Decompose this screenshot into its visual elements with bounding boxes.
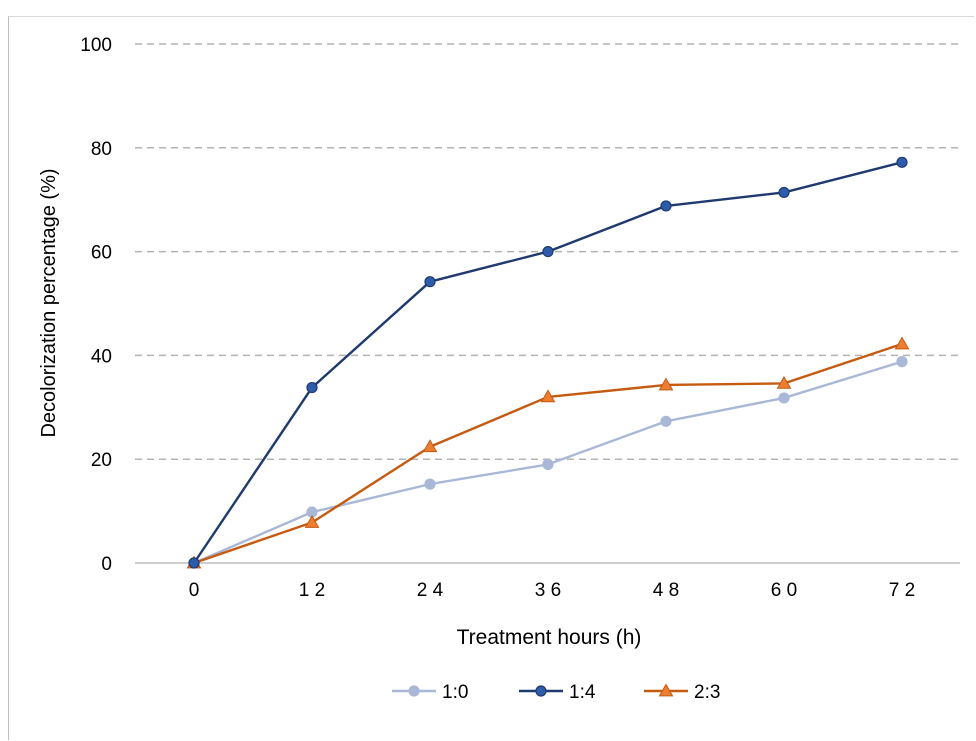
y-tick-label: 0 <box>101 554 112 575</box>
legend: 1:0 1:4 2:3 <box>392 682 720 703</box>
data-point <box>660 415 672 427</box>
data-point <box>188 557 200 569</box>
data-point <box>540 389 556 403</box>
data-point <box>304 515 320 528</box>
y-tick-label: 60 <box>91 243 112 264</box>
data-point <box>424 478 436 490</box>
series-1-4 <box>188 156 908 569</box>
x-tick-label: 7 2 <box>889 580 915 601</box>
data-point <box>542 246 554 258</box>
series-1-0 <box>188 356 908 569</box>
x-tick-label: 1 2 <box>299 580 325 601</box>
data-point <box>660 200 672 212</box>
data-point <box>422 439 438 453</box>
data-point <box>424 276 436 288</box>
series-line <box>193 161 903 564</box>
legend-item: 1:4 <box>519 682 596 703</box>
y-axis: 0 20 40 60 80 100 <box>80 35 112 575</box>
series-line <box>193 342 903 565</box>
data-point <box>658 377 674 391</box>
legend-marker <box>658 683 674 697</box>
data-point <box>896 156 908 168</box>
data-point <box>776 375 792 389</box>
x-tick-label: 0 <box>189 580 200 601</box>
x-tick-label: 6 0 <box>771 580 797 601</box>
legend-item: 2:3 <box>644 682 720 703</box>
legend-marker <box>535 685 547 697</box>
data-point <box>896 356 908 368</box>
y-axis-title: Decolorization percentage (%) <box>38 168 60 437</box>
legend-marker <box>408 685 420 697</box>
series-2-3 <box>186 336 910 569</box>
data-point <box>894 336 910 350</box>
data-point <box>778 392 790 404</box>
legend-item: 1:0 <box>392 682 468 703</box>
x-axis: 0 1 2 2 4 3 6 4 8 6 0 7 2 <box>135 562 960 601</box>
y-tick-label: 20 <box>91 450 112 471</box>
data-point <box>306 381 318 394</box>
x-tick-label: 4 8 <box>653 580 679 601</box>
legend-label: 1:4 <box>569 682 596 703</box>
x-tick-label: 2 4 <box>417 580 444 601</box>
x-axis-title: Treatment hours (h) <box>457 626 642 649</box>
data-point <box>778 186 790 199</box>
y-tick-label: 100 <box>80 35 112 56</box>
plot-area <box>186 156 910 569</box>
chart-frame <box>8 16 974 740</box>
data-point <box>542 458 554 470</box>
legend-label: 2:3 <box>694 682 720 703</box>
y-tick-label: 40 <box>91 346 112 367</box>
legend-label: 1:0 <box>442 682 468 703</box>
y-tick-label: 80 <box>91 139 112 160</box>
x-tick-label: 3 6 <box>535 580 561 601</box>
